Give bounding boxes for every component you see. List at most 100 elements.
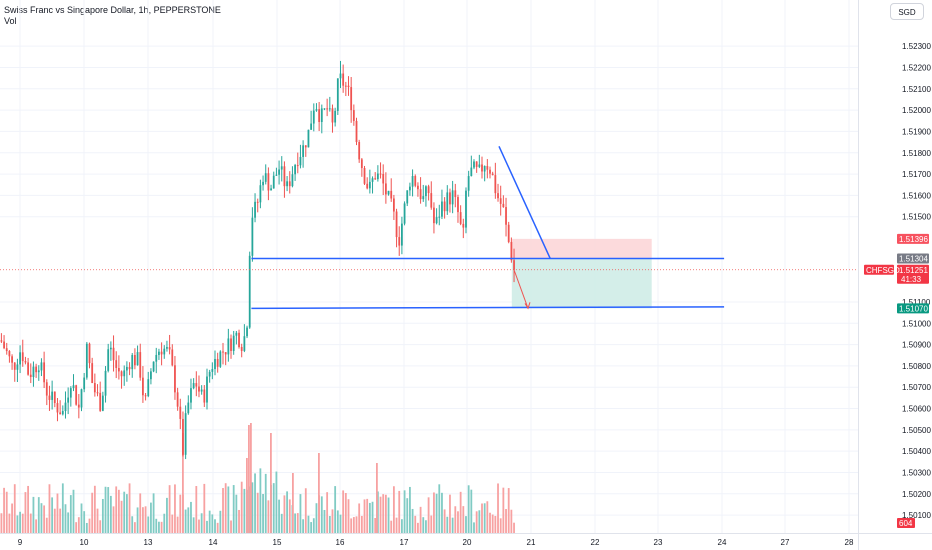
candle-body: [56, 403, 59, 413]
candle-body: [481, 164, 483, 172]
candle-body: [465, 190, 467, 228]
candle-body: [77, 404, 80, 408]
volume-bar: [77, 517, 80, 533]
volume-bar: [259, 468, 262, 533]
symbol-tag: CHFSGD: [866, 266, 900, 275]
candle-body: [155, 354, 158, 362]
volume-bar: [250, 423, 252, 533]
volume-bar: [267, 500, 270, 533]
volume-bar: [163, 513, 166, 533]
candle-body: [69, 388, 72, 398]
price-tick-label: 1.51000: [902, 319, 931, 328]
candle-body: [280, 166, 283, 170]
time-tick-label: 10: [80, 538, 89, 547]
volume-bar: [395, 517, 398, 533]
candle-body: [425, 186, 427, 197]
candle-body: [53, 391, 56, 404]
volume-bar: [37, 497, 40, 533]
candle-body: [302, 145, 305, 157]
candle-body: [75, 385, 78, 405]
volume-bar: [158, 521, 160, 533]
volume-bar: [83, 511, 86, 533]
candle-body: [414, 176, 417, 186]
volume-bar: [401, 519, 403, 533]
price-tick-label: 1.51500: [902, 213, 931, 222]
candle-body: [288, 181, 291, 187]
candle-body: [37, 370, 40, 373]
candle-body: [494, 175, 497, 194]
candle-body: [366, 183, 369, 189]
candle-body: [13, 362, 16, 370]
volume-bar: [120, 500, 123, 533]
volume-bar: [406, 498, 409, 533]
candle-body: [168, 347, 171, 350]
time-axis[interactable]: 9 10 13 14 15 16 17 20 21 22 23 24 27 28: [18, 538, 854, 547]
volume-bar: [339, 514, 342, 533]
volume-bar: [379, 496, 382, 533]
volume-bar: [422, 517, 425, 533]
volume-bar: [425, 520, 427, 533]
candle-body: [158, 351, 160, 355]
candle-body: [238, 332, 240, 348]
price-axis[interactable]: 1.52300 1.52200 1.52100 1.52000 1.51900 1.518…: [902, 42, 931, 520]
drawings: [0, 146, 858, 310]
candle-body: [491, 173, 494, 176]
volume-bar: [350, 518, 353, 533]
volume-bar: [168, 485, 171, 533]
stop-loss-zone: [511, 238, 652, 259]
volume-bar: [275, 471, 278, 533]
volume-bar: [296, 513, 299, 533]
arrow-head-icon: [524, 302, 531, 310]
candle-body: [219, 351, 222, 367]
volume-bar: [224, 483, 227, 533]
price-tick-label: 1.50900: [902, 341, 931, 350]
volume-bar: [454, 506, 457, 533]
volume-bar: [150, 502, 152, 533]
candle-body: [61, 411, 64, 415]
price-tick-label: 1.51600: [902, 191, 931, 200]
candle-body: [467, 176, 470, 191]
volume-bar: [56, 493, 59, 533]
time-tick-label: 9: [18, 538, 23, 547]
countdown-tag: 41:33: [901, 275, 922, 284]
volume-bar: [115, 486, 118, 533]
candle-body: [339, 73, 342, 79]
candle-body: [507, 224, 510, 242]
volume-bar: [494, 515, 497, 533]
take-profit-zone: [511, 258, 652, 309]
volume-bar: [443, 509, 446, 533]
price-tick-label: 1.52100: [902, 85, 931, 94]
volume-bar: [473, 522, 475, 533]
candle-body: [214, 358, 216, 369]
volume-bar: [200, 513, 203, 533]
volume-bar: [254, 473, 256, 533]
candle-body: [401, 223, 403, 246]
candle-body: [142, 377, 144, 396]
candle-body: [160, 351, 163, 355]
volume-bar: [59, 508, 62, 533]
candle-body: [254, 201, 256, 218]
candle-body: [419, 189, 422, 200]
volume-bar: [320, 496, 323, 533]
candle-body: [190, 388, 192, 403]
candle-body: [360, 159, 363, 169]
currency-button[interactable]: SGD: [890, 3, 924, 20]
candle-body: [8, 351, 11, 357]
volume-bar: [53, 508, 56, 533]
volume-bar: [446, 516, 449, 533]
volume-bars: [0, 423, 515, 533]
volume-bar: [112, 506, 115, 533]
volume-bar: [264, 473, 267, 533]
candle-body: [19, 352, 21, 365]
volume-bar: [459, 491, 462, 533]
volume-bar: [174, 484, 176, 533]
candle-body: [139, 352, 142, 378]
candle-body: [433, 207, 435, 224]
volume-bar: [176, 516, 179, 533]
volume-bar: [29, 513, 32, 533]
target-price-tag-bg: [897, 303, 929, 314]
candle-body: [80, 389, 83, 408]
volume-bar: [93, 485, 96, 533]
volume-bar: [206, 520, 208, 533]
